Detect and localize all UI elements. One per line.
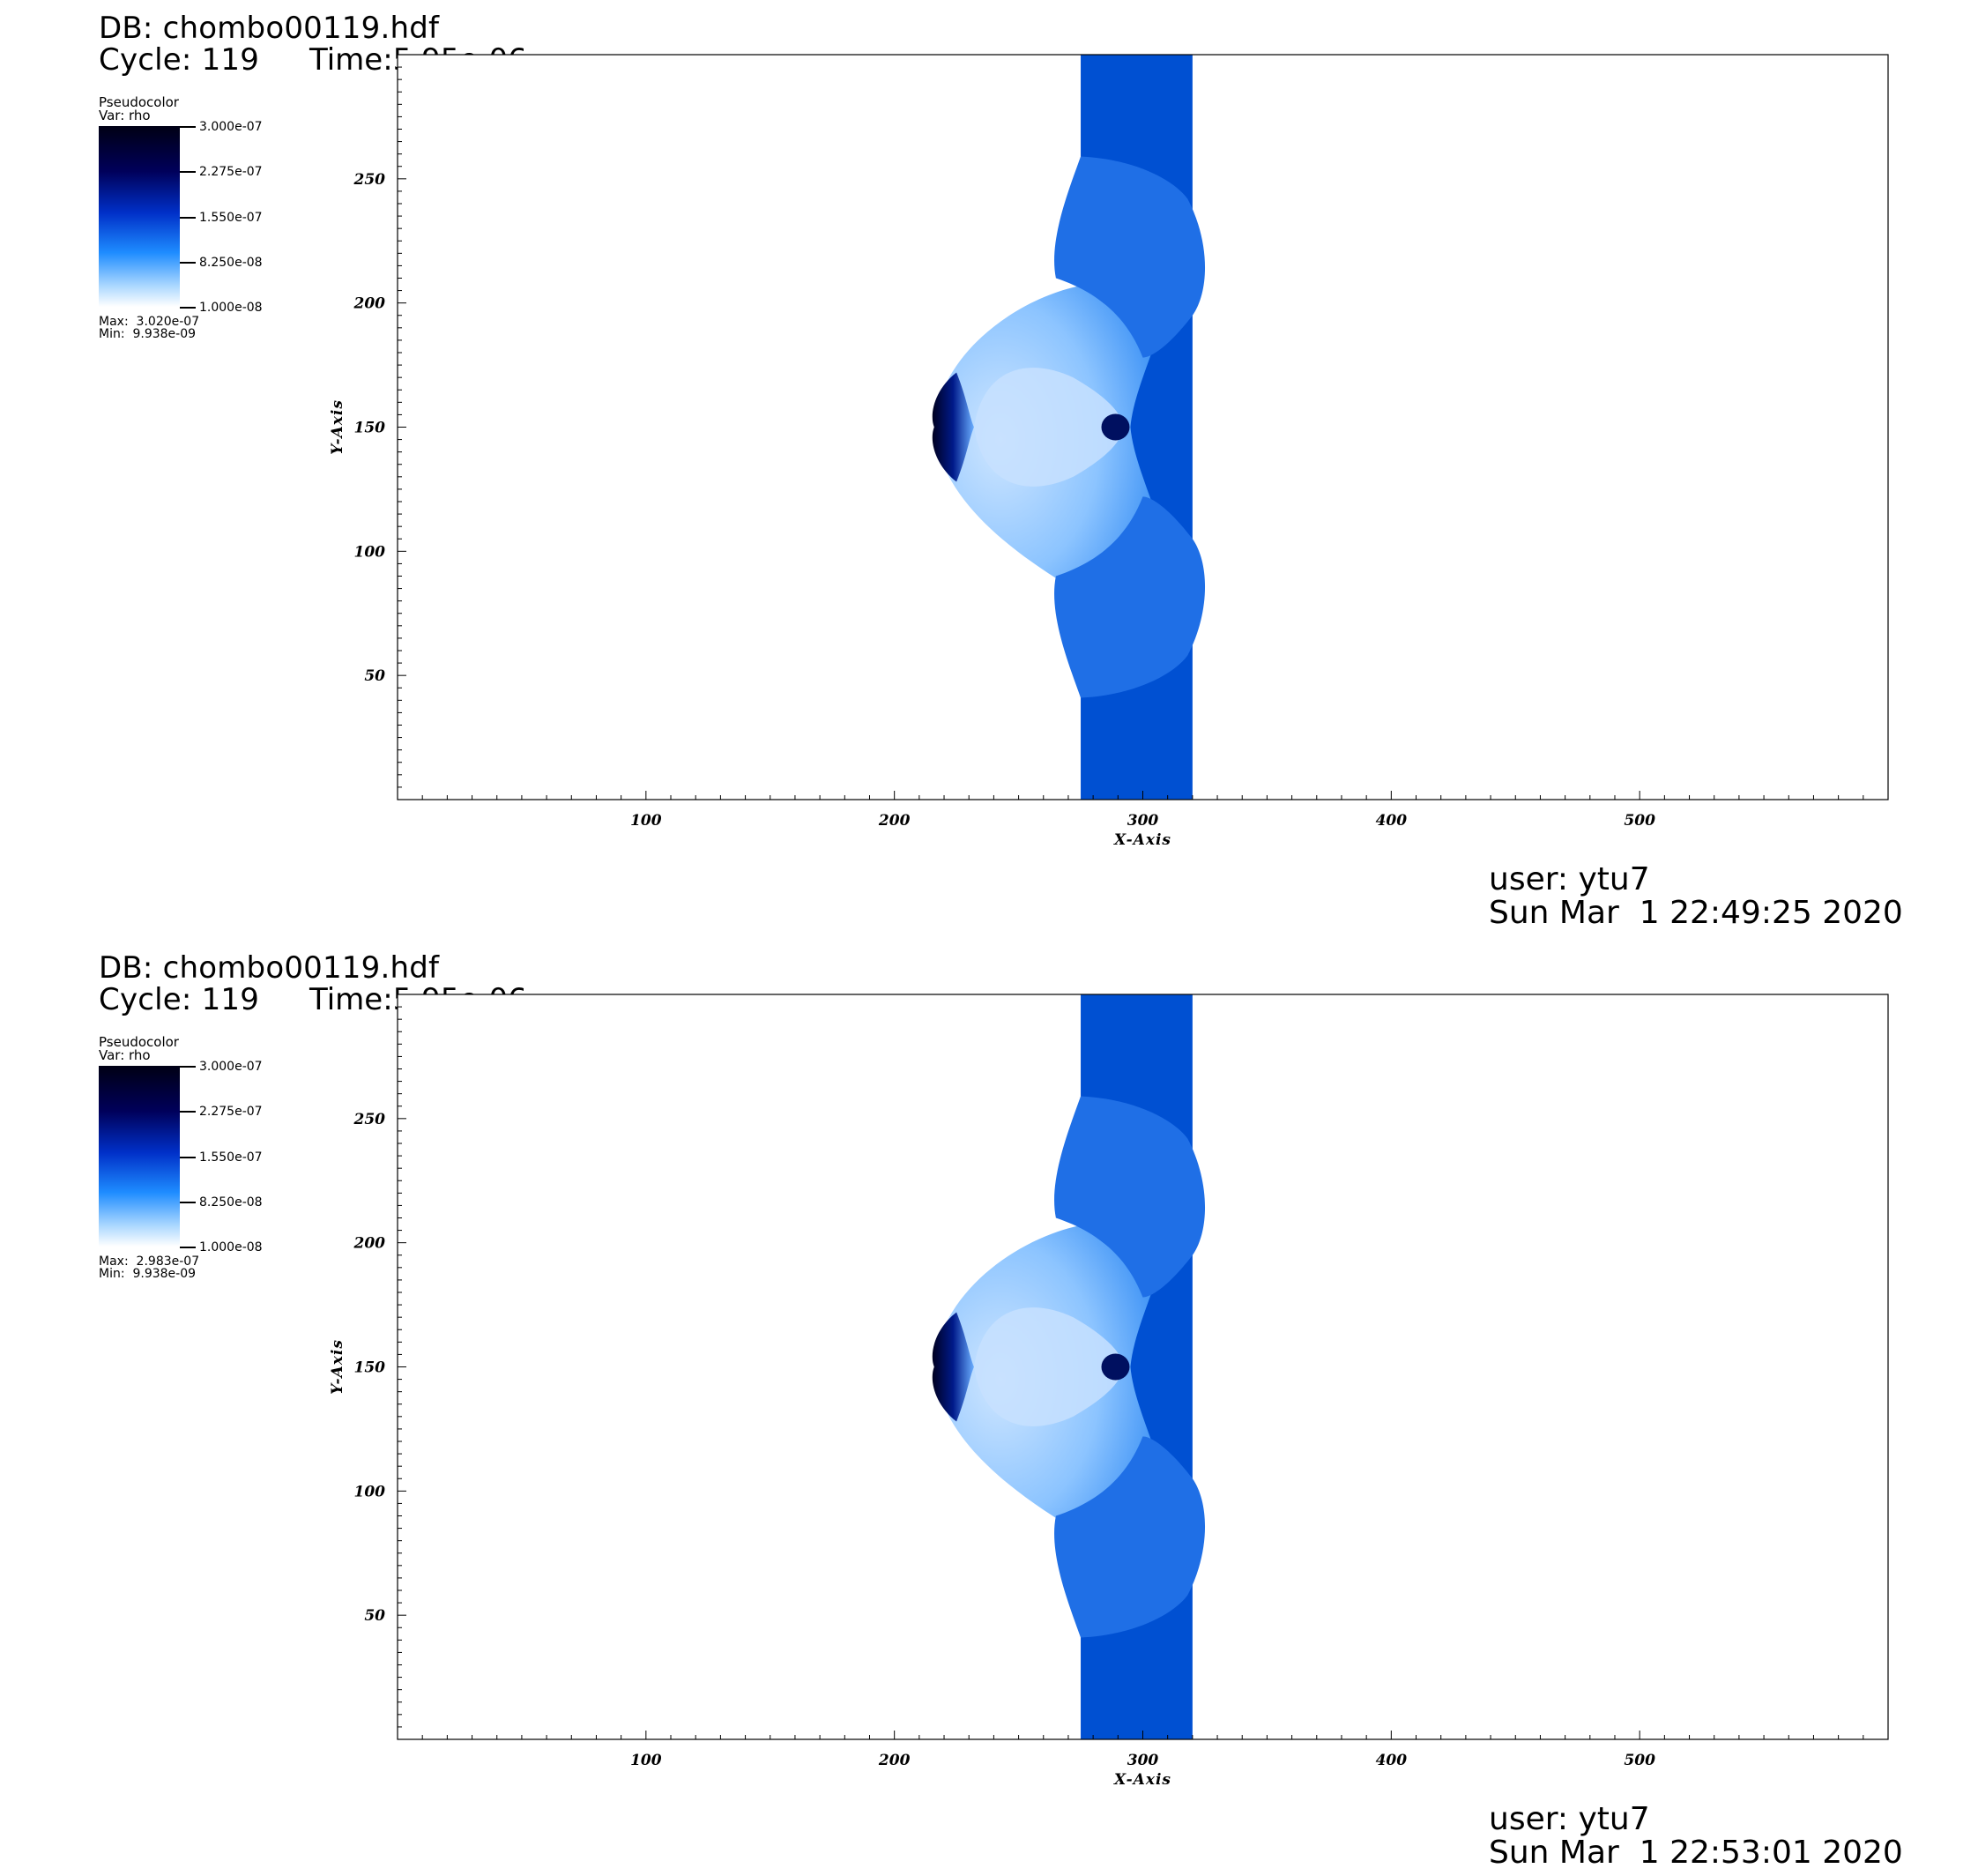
legend-min: Min: 9.938e-09 — [99, 1267, 197, 1281]
y-tick-label: 100 — [354, 1483, 386, 1500]
dense-leading-edge — [932, 1312, 974, 1422]
x-tick-label: 300 — [1127, 812, 1159, 830]
upper-lobe — [1054, 156, 1206, 358]
y-axis-label: Y-Axis — [329, 399, 346, 455]
colorbar-tick — [180, 307, 196, 309]
colorbar-tick — [180, 171, 196, 173]
x-tick-label: 200 — [878, 1752, 911, 1769]
x-tick-label: 300 — [1127, 1752, 1159, 1769]
legend-max: Max: 3.020e-07 — [99, 315, 200, 329]
colorbar-label: 8.250e-08 — [199, 256, 263, 270]
colorbar-tick — [180, 262, 196, 264]
x-tick-label: 400 — [1376, 812, 1408, 830]
legend-plot-type: Pseudocolor — [99, 1034, 179, 1050]
colorbar — [99, 126, 180, 307]
colorbar-tick — [180, 1202, 196, 1203]
y-tick-label: 50 — [364, 1607, 385, 1625]
user-label: user: ytu7 — [1489, 1801, 1650, 1837]
inner-bubble — [973, 1307, 1123, 1426]
x-tick-label: 500 — [1624, 812, 1655, 830]
y-tick-label: 200 — [353, 295, 386, 313]
x-tick-label: 200 — [878, 812, 911, 830]
y-tick-label: 250 — [353, 1111, 386, 1128]
inner-bubble — [973, 368, 1123, 487]
x-tick-label: 400 — [1376, 1752, 1408, 1769]
colorbar-tick — [180, 126, 196, 128]
x-tick-label: 500 — [1624, 1752, 1655, 1769]
colorbar-tick — [180, 1111, 196, 1113]
lower-lobe — [1054, 496, 1206, 698]
date-label: Sun Mar 1 22:53:01 2020 — [1489, 1835, 1903, 1871]
colorbar-tick — [180, 1247, 196, 1248]
colorbar-label: 2.275e-07 — [199, 165, 263, 179]
legend-max: Max: 2.983e-07 — [99, 1254, 200, 1269]
date-label: Sun Mar 1 22:49:25 2020 — [1489, 895, 1903, 931]
x-tick-label: 100 — [630, 1752, 662, 1769]
colorbar-label: 1.550e-07 — [199, 1150, 263, 1165]
y-tick-label: 150 — [354, 420, 386, 437]
colorbar-label: 8.250e-08 — [199, 1195, 263, 1210]
colorbar-tick — [180, 217, 196, 219]
density-field — [398, 55, 1888, 800]
colorbar-label: 1.550e-07 — [199, 211, 263, 225]
y-tick-label: 100 — [354, 543, 386, 561]
y-axis-label: Y-Axis — [329, 1339, 346, 1395]
x-tick-label: 100 — [630, 812, 662, 830]
pseudocolor-plot: 100 200 300 400 500 50 100 150 200 250 X-Axis Y-Axi… — [329, 994, 1889, 1789]
visit-plot-window-2: DB: chombo00119.hdf Cycle: 119 Time:5.95… — [0, 940, 1978, 1876]
colorbar-tick — [180, 1157, 196, 1158]
legend-min: Min: 9.938e-09 — [99, 327, 197, 341]
colorbar-label: 3.000e-07 — [199, 120, 263, 134]
legend-variable: Var: rho — [99, 108, 151, 123]
x-axis-label: X-Axis — [1113, 1771, 1171, 1789]
cycle-label: Cycle: 119 — [99, 42, 260, 78]
colorbar-label: 2.275e-07 — [199, 1105, 263, 1119]
lower-lobe — [1054, 1436, 1206, 1638]
density-field — [398, 994, 1888, 1739]
pseudocolor-plot: 100 200 300 400 500 50 100 150 200 250 X-Axis Y-Axi… — [329, 54, 1889, 849]
central-knot — [1101, 1353, 1130, 1381]
legend-variable: Var: rho — [99, 1047, 151, 1063]
dense-leading-edge — [932, 372, 974, 482]
x-axis-label: X-Axis — [1113, 831, 1171, 849]
colorbar-label: 1.000e-08 — [199, 1240, 263, 1254]
upper-lobe — [1054, 1096, 1206, 1298]
database-label: DB: chombo00119.hdf — [99, 950, 440, 986]
cycle-label: Cycle: 119 — [99, 982, 260, 1017]
y-tick-label: 150 — [354, 1359, 386, 1377]
colorbar-label: 1.000e-08 — [199, 301, 263, 315]
database-label: DB: chombo00119.hdf — [99, 11, 440, 46]
legend-plot-type: Pseudocolor — [99, 94, 179, 110]
y-tick-label: 50 — [364, 667, 385, 685]
user-label: user: ytu7 — [1489, 861, 1650, 897]
colorbar-label: 3.000e-07 — [199, 1060, 263, 1074]
colorbar — [99, 1066, 180, 1247]
colorbar-tick — [180, 1066, 196, 1068]
central-knot — [1101, 413, 1130, 441]
y-tick-label: 250 — [353, 171, 386, 189]
y-tick-label: 200 — [353, 1235, 386, 1253]
visit-plot-window-1: DB: chombo00119.hdf Cycle: 119 Time:5.95… — [0, 0, 1978, 936]
